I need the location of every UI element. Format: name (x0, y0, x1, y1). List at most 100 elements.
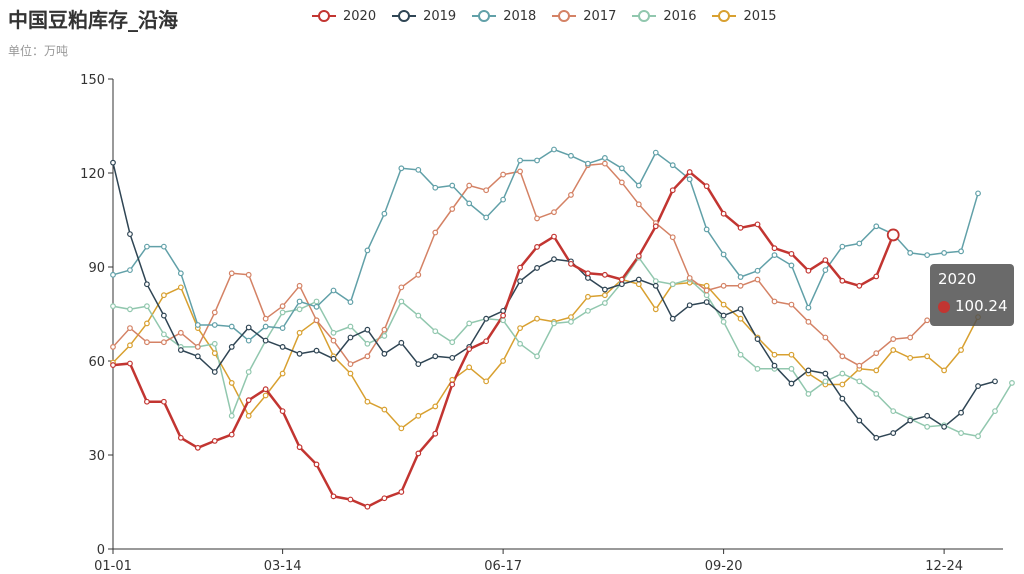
point-2019 (449, 354, 456, 361)
point-2017 (381, 326, 388, 333)
point-2016 (839, 370, 846, 377)
point-2019 (534, 265, 540, 271)
point-2017 (449, 206, 456, 212)
point-2019 (822, 370, 829, 377)
point-2019 (585, 275, 591, 281)
point-2018 (160, 243, 167, 250)
point-2016 (347, 323, 354, 330)
point-2019 (839, 395, 846, 402)
point-2015 (160, 292, 167, 299)
point-2015 (211, 350, 218, 357)
point-2017 (364, 353, 371, 360)
legend-item-2015[interactable]: 2015 (711, 9, 777, 24)
point-2016 (652, 278, 659, 285)
point-2017 (551, 209, 557, 216)
point-2017 (160, 339, 167, 346)
point-2020 (262, 386, 269, 393)
point-2020 (279, 408, 286, 415)
point-2017 (907, 334, 914, 341)
point-2018 (466, 200, 473, 207)
point-2016 (737, 351, 744, 358)
point-2016 (296, 306, 303, 313)
legend-item-2019[interactable]: 2019 (391, 9, 456, 24)
point-2015 (144, 320, 150, 327)
point-2017 (568, 192, 574, 198)
point-2017 (856, 362, 863, 369)
point-2018 (669, 162, 676, 169)
point-2020 (686, 169, 693, 175)
point-2019 (890, 430, 897, 436)
point-2019 (347, 334, 354, 341)
point-2017 (890, 336, 897, 342)
point-2017 (703, 287, 710, 294)
point-2020 (652, 223, 659, 230)
point-2017 (924, 317, 931, 324)
point-2020 (500, 312, 507, 319)
y-tick-label: 150 (80, 73, 105, 88)
point-2016 (1009, 380, 1015, 386)
point-2015 (177, 284, 184, 291)
legend-item-2017[interactable]: 2017 (551, 9, 616, 24)
point-2016 (551, 320, 557, 327)
point-2015 (924, 353, 931, 360)
point-2018 (720, 251, 727, 258)
point-2017 (347, 361, 354, 368)
point-2015 (127, 342, 133, 349)
point-2019 (279, 344, 286, 350)
x-tick-label: 03-14 (264, 559, 302, 574)
point-2016 (805, 391, 812, 397)
point-2020 (228, 431, 235, 438)
point-2018 (686, 176, 693, 183)
point-2019 (313, 347, 320, 354)
point-2015 (449, 376, 456, 383)
legend-item-2018[interactable]: 2018 (471, 9, 536, 24)
point-2016 (924, 423, 931, 430)
point-2020 (856, 282, 863, 289)
point-2020 (703, 183, 710, 190)
point-2019 (127, 231, 133, 238)
point-2019 (975, 383, 981, 389)
point-2020 (211, 438, 218, 444)
point-2015 (364, 398, 371, 405)
x-tick-label: 06-17 (484, 559, 522, 574)
point-2017 (873, 350, 880, 357)
point-2019 (398, 339, 405, 346)
point-2018 (856, 240, 863, 247)
point-2015 (228, 380, 235, 386)
point-2016 (788, 365, 795, 372)
legend-symbol-icon (712, 10, 737, 22)
point-2015 (415, 412, 422, 419)
legend-item-2020[interactable]: 2020 (311, 9, 376, 24)
series-line-2018 (112, 148, 979, 342)
point-2020 (449, 381, 456, 388)
point-2017 (771, 298, 778, 305)
point-2015 (381, 406, 388, 413)
point-2016 (517, 340, 523, 347)
point-2019 (618, 281, 625, 288)
point-2018 (381, 210, 388, 217)
point-2020 (534, 244, 540, 250)
highlighted-point (886, 228, 900, 242)
point-2017 (313, 317, 320, 324)
series-line-2017 (112, 162, 928, 367)
point-2016 (381, 333, 388, 339)
tooltip-series-name: 2020 (938, 270, 977, 288)
point-2018 (924, 252, 931, 258)
y-tick-label: 30 (88, 449, 105, 464)
legend-item-2016[interactable]: 2016 (631, 9, 696, 24)
point-2018 (194, 322, 201, 328)
point-2016 (127, 306, 133, 313)
point-2015 (398, 425, 405, 432)
point-2015 (500, 358, 507, 364)
x-tick-label: 12-24 (925, 559, 963, 574)
point-2020 (517, 264, 523, 271)
point-2018 (262, 323, 269, 330)
point-2018 (517, 157, 523, 164)
point-2019 (160, 312, 167, 319)
point-2016 (873, 391, 880, 397)
point-2017 (262, 315, 269, 322)
point-2019 (296, 350, 303, 357)
point-2018 (534, 157, 540, 164)
point-2020 (601, 271, 608, 278)
point-2020 (618, 276, 625, 283)
